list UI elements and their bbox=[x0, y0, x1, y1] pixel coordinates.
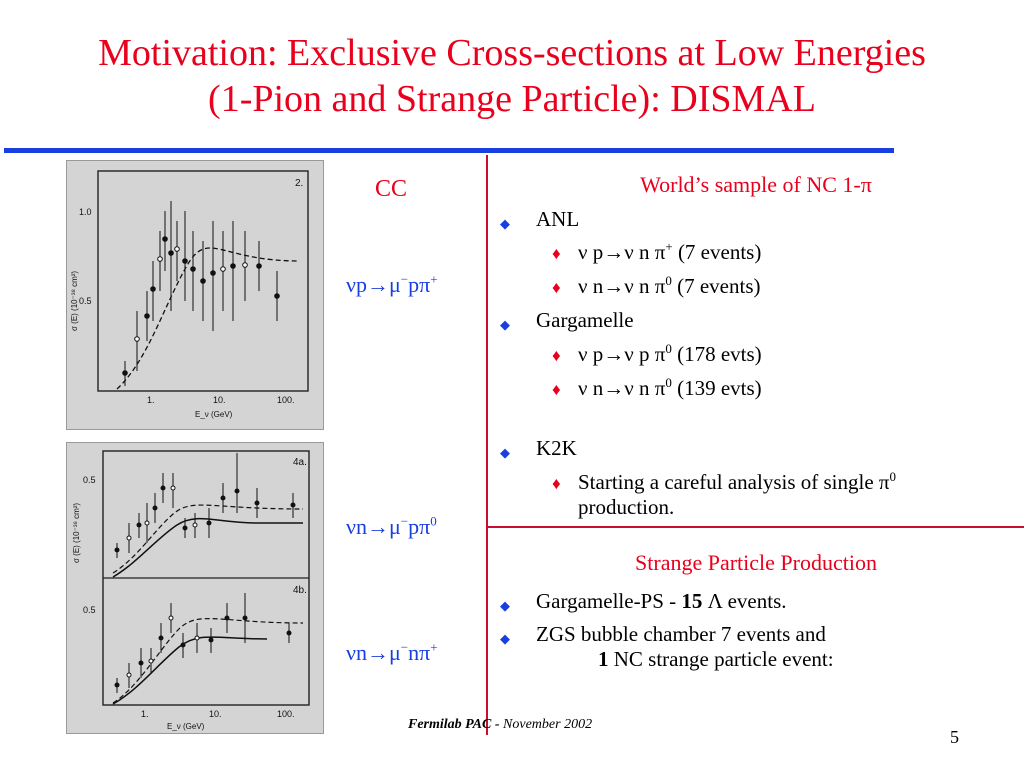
page-number: 5 bbox=[950, 727, 959, 747]
cc-plot-n-pi: 4a. 4b. 0.5 0.5 1. 10. 100. E_ν (GeV) σ … bbox=[66, 442, 324, 734]
blue-diamond-icon: ◆ bbox=[500, 445, 510, 460]
title-underline bbox=[4, 148, 894, 153]
reaction-label-3: νn→μ−nπ+ bbox=[346, 639, 438, 665]
plot1-xtick-1: 1. bbox=[147, 395, 155, 405]
plot1-ytick-1: 1.0 bbox=[79, 207, 92, 217]
blue-diamond-icon: ◆ bbox=[500, 631, 510, 646]
reaction-label-1: νp→μ−pπ+ bbox=[346, 271, 438, 297]
plot2-ylabel: σ (E) (10⁻³⁸ cm²) bbox=[72, 503, 81, 563]
plot1-xlabel: E_ν (GeV) bbox=[195, 410, 233, 419]
plot2-xlabel: E_ν (GeV) bbox=[167, 722, 205, 731]
red-diamond-icon: ♦ bbox=[552, 380, 561, 399]
plot2-xtick-2: 10. bbox=[209, 709, 222, 719]
plot1-panel-label: 2. bbox=[295, 178, 303, 189]
red-diamond-icon: ♦ bbox=[552, 474, 561, 493]
plot1-xtick-3: 100. bbox=[277, 395, 295, 405]
footer-bold: Fermilab PAC - bbox=[408, 717, 504, 732]
cc-plot-pppi: 2. 1.0 0.5 1. 10. 100. E_ν (GeV) σ (E) (… bbox=[66, 160, 324, 430]
horizontal-divider bbox=[486, 526, 1024, 528]
blue-diamond-icon: ◆ bbox=[500, 216, 510, 231]
vertical-divider bbox=[486, 155, 488, 735]
blue-diamond-icon: ◆ bbox=[500, 317, 510, 332]
footer: Fermilab PAC - November 2002 bbox=[408, 717, 592, 733]
blue-diamond-icon: ◆ bbox=[500, 598, 510, 613]
plot2-bottom-label: 4b. bbox=[293, 585, 307, 596]
red-diamond-icon: ♦ bbox=[552, 244, 561, 263]
plot1-ylabel: σ (E) (10⁻³⁸ cm²) bbox=[70, 271, 79, 331]
slide-title: Motivation: Exclusive Cross-sections at … bbox=[0, 30, 1024, 122]
plot2-top-label: 4a. bbox=[293, 457, 307, 468]
plot2-xtick-1: 1. bbox=[141, 709, 149, 719]
title-line-1: Motivation: Exclusive Cross-sections at … bbox=[98, 32, 926, 74]
title-line-2: (1-Pion and Strange Particle): DISMAL bbox=[208, 78, 816, 120]
cc-label: CC bbox=[375, 176, 408, 202]
plot1-xtick-2: 10. bbox=[213, 395, 226, 405]
plot2-xtick-3: 100. bbox=[277, 709, 295, 719]
nc-section-title: World’s sample of NC 1-π bbox=[640, 172, 872, 197]
plot2-ytick-1: 0.5 bbox=[83, 475, 96, 485]
reaction-label-2: νn→μ−pπ0 bbox=[346, 513, 437, 539]
footer-date: November 2002 bbox=[503, 717, 593, 732]
red-diamond-icon: ♦ bbox=[552, 278, 561, 297]
plot2-ytick-2: 0.5 bbox=[83, 605, 96, 615]
strange-section-title: Strange Particle Production bbox=[635, 550, 877, 575]
red-diamond-icon: ♦ bbox=[552, 346, 561, 365]
plot1-ytick-2: 0.5 bbox=[79, 296, 92, 306]
